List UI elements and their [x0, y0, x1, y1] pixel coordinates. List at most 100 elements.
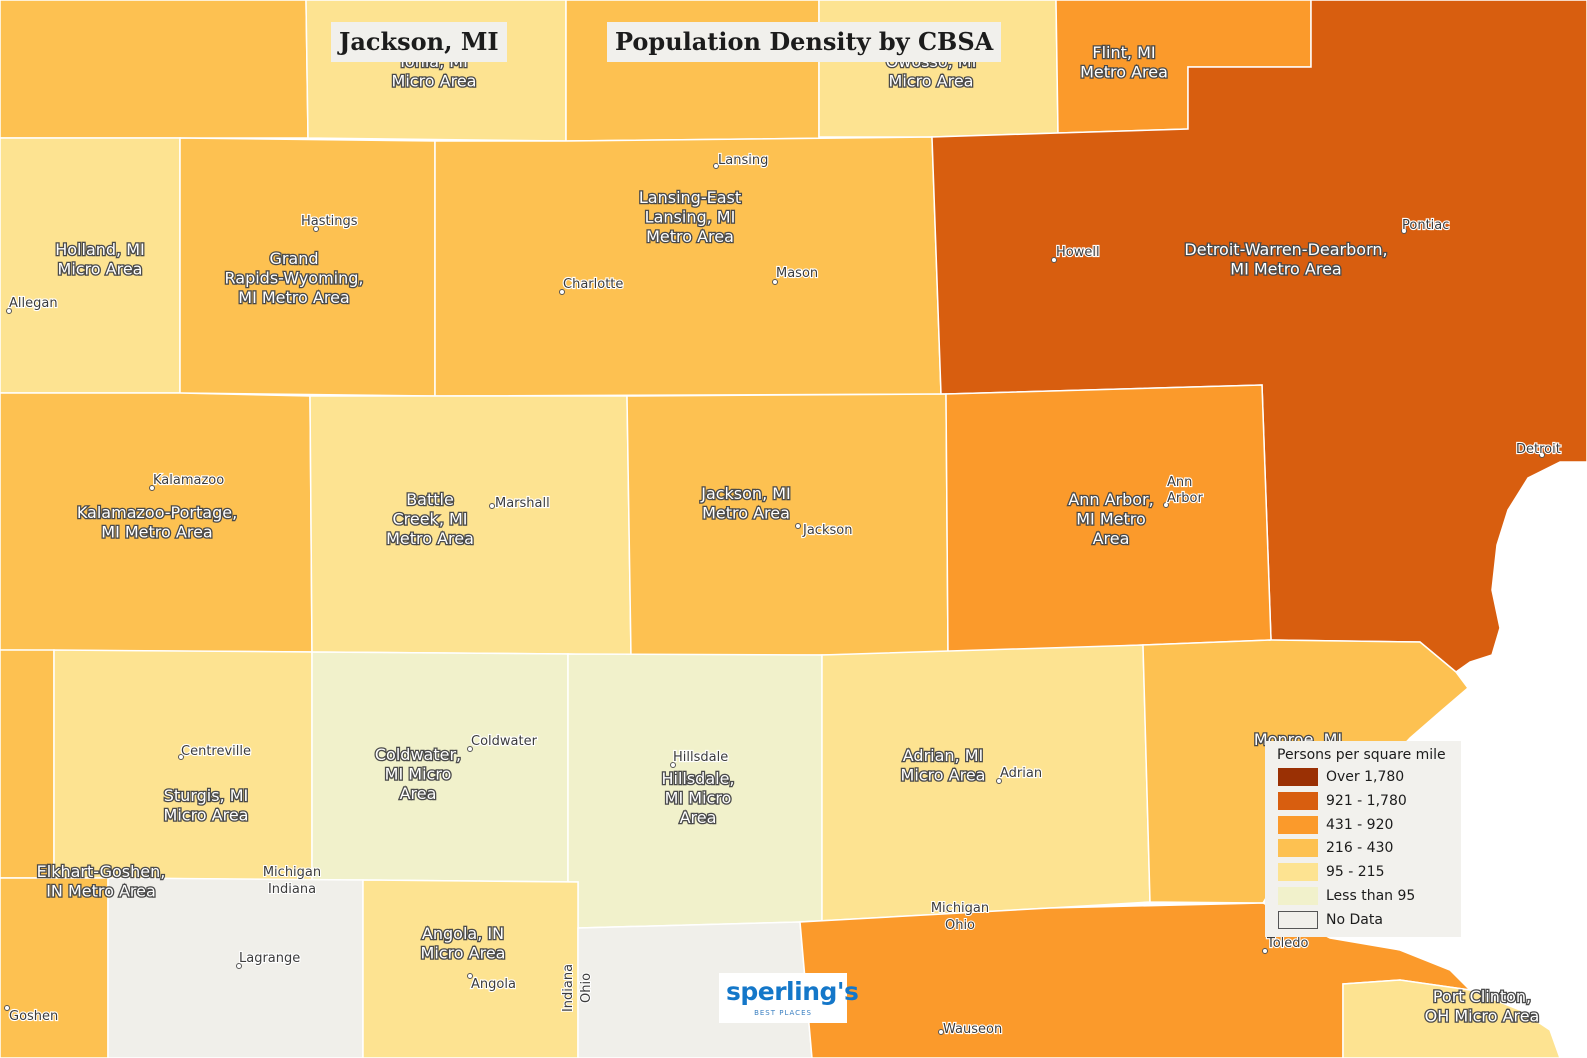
- logo-tagline: BEST PLACES: [754, 1009, 812, 1017]
- legend-swatch: [1278, 768, 1318, 786]
- legend-swatch: [1278, 815, 1318, 834]
- cbsa-label-lansing: Lansing, MI: [645, 208, 736, 227]
- city-marker: [236, 963, 242, 969]
- city-marker: [938, 1029, 944, 1035]
- city-label: Charlotte: [563, 277, 623, 292]
- cbsa-label-ann-arbor: Area: [1093, 529, 1130, 548]
- sperlings-logo[interactable]: sperling's BEST PLACES: [719, 973, 859, 1023]
- city-marker: [313, 226, 319, 232]
- cbsa-label-jackson: Jackson, MI: [700, 484, 791, 503]
- cbsa-label-battle-creek: Creek, MI: [392, 510, 467, 529]
- cbsa-label-elkhart: Elkhart-Goshen,: [37, 862, 166, 881]
- city-marker: [1401, 228, 1407, 234]
- city-marker: [670, 762, 676, 768]
- city-marker: [489, 503, 495, 509]
- cbsa-label-battle-creek: Metro Area: [386, 529, 474, 548]
- cbsa-label-coldwater: Coldwater,: [375, 745, 461, 764]
- city-marker: [1163, 502, 1169, 508]
- cbsa-label-port-clinton: Port Clinton,: [1433, 987, 1531, 1006]
- legend-label: Less than 95: [1326, 888, 1416, 904]
- cbsa-label-grand-rapids: Grand: [269, 249, 318, 268]
- legend-item: Less than 95: [1278, 886, 1415, 906]
- region-left-top: [0, 0, 309, 139]
- legend-swatch: [1278, 910, 1318, 929]
- legend-label: 95 - 215: [1326, 864, 1385, 881]
- city-label: Toledo: [1266, 936, 1309, 951]
- cbsa-label-kalamazoo: MI Metro Area: [101, 523, 212, 542]
- city-label: Pontiac: [1402, 218, 1449, 233]
- city-marker: [713, 163, 719, 169]
- cbsa-label-battle-creek: Battle: [406, 490, 454, 509]
- cbsa-label-coldwater: MI Micro: [385, 765, 452, 784]
- city-marker: [772, 279, 778, 285]
- legend-item: 921 - 1,780: [1278, 791, 1407, 811]
- legend-item: 216 - 430: [1278, 838, 1393, 858]
- region-ohio-nodata: [577, 921, 813, 1058]
- cbsa-label-grand-rapids: MI Metro Area: [238, 288, 349, 307]
- legend-item: No Data: [1278, 910, 1383, 930]
- city-marker: [6, 308, 12, 314]
- cbsa-label-detroit: Detroit-Warren-Dearborn,: [1184, 240, 1387, 259]
- cbsa-label-ann-arbor: MI Metro: [1076, 510, 1146, 529]
- legend-swatch: [1278, 863, 1318, 882]
- region-angola: [362, 879, 579, 1058]
- city-label: Lagrange: [239, 951, 300, 966]
- legend-label: No Data: [1326, 911, 1383, 928]
- cbsa-label-lansing: Lansing-East: [639, 188, 741, 207]
- legend-label: 921 - 1,780: [1326, 792, 1407, 809]
- city-label: Centreville: [181, 744, 251, 759]
- region-sturgis: [53, 649, 313, 881]
- legend-label: 216 - 430: [1326, 840, 1394, 857]
- state-line-label: Indiana: [561, 964, 576, 1012]
- city-marker: [996, 778, 1002, 784]
- state-line-label: Ohio: [579, 973, 594, 1003]
- cbsa-label-angola: Angola, IN: [422, 924, 504, 943]
- city-marker: [1262, 948, 1268, 954]
- city-marker: [178, 754, 184, 760]
- state-line-label: Indiana: [268, 882, 316, 897]
- city-label: Jackson: [802, 523, 852, 538]
- region-lagrange-nodata: [107, 877, 364, 1058]
- legend-label: 431 - 920: [1326, 816, 1394, 833]
- cbsa-label-jackson: Metro Area: [702, 504, 790, 523]
- city-label: Mason: [776, 266, 818, 281]
- legend-item: 431 - 920: [1278, 815, 1393, 835]
- city-labels: Lansing Hastings Charlotte Mason Howell Ponti…: [4, 152, 1562, 1038]
- city-marker: [467, 746, 473, 752]
- map-title: Jackson, MI: [331, 22, 507, 62]
- cbsa-label-flint: Metro Area: [1080, 63, 1168, 82]
- city-label: Detroit: [1516, 442, 1561, 457]
- cbsa-label-coldwater: Area: [400, 784, 437, 803]
- city-marker: [467, 973, 473, 979]
- cbsa-label-sturgis: Sturgis, MI: [164, 786, 249, 805]
- cbsa-label-lansing: Metro Area: [646, 227, 734, 246]
- legend-swatch: [1278, 791, 1318, 810]
- cbsa-label-angola: Micro Area: [421, 944, 506, 963]
- city-label: Wauseon: [943, 1022, 1002, 1037]
- city-label: Marshall: [495, 496, 550, 511]
- cbsa-label-detroit: MI Metro Area: [1230, 260, 1341, 279]
- city-label: Lansing: [718, 153, 768, 168]
- region-elkhart: [0, 877, 109, 1058]
- cbsa-label-ann-arbor: Ann Arbor,: [1068, 490, 1153, 509]
- cbsa-label-adrian: Adrian, MI: [903, 746, 983, 765]
- legend-swatch: [1278, 887, 1318, 905]
- cbsa-label-elkhart: IN Metro Area: [46, 882, 156, 901]
- cbsa-label-hillsdale: Area: [680, 808, 717, 827]
- region-elkhart-strip: [0, 649, 55, 879]
- city-marker: [4, 1005, 10, 1011]
- legend-item: 95 - 215: [1278, 862, 1385, 882]
- cbsa-label-owosso: Micro Area: [889, 72, 974, 91]
- city-label: Hastings: [301, 214, 358, 229]
- cbsa-label-flint: Flint, MI: [1092, 43, 1155, 62]
- cbsa-label-hillsdale: Hillsdale,: [661, 769, 734, 788]
- state-line-label: Michigan: [931, 901, 989, 916]
- cbsa-label-adrian: Micro Area: [901, 766, 986, 785]
- region-battle-creek: [309, 395, 632, 657]
- city-label: Howell: [1056, 245, 1100, 260]
- state-line-label: Ohio: [945, 918, 975, 933]
- cbsa-label-ionia: Micro Area: [392, 72, 477, 91]
- cbsa-label-holland: Micro Area: [58, 260, 143, 279]
- city-label: Adrian: [1000, 766, 1042, 781]
